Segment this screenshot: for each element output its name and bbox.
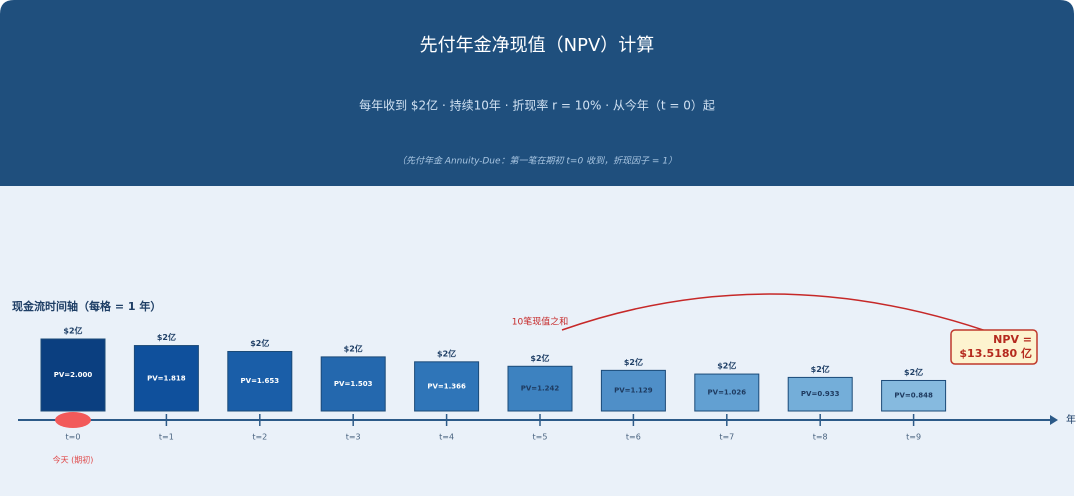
npv-value: $13.5180 亿 [959, 346, 1032, 360]
pv-label: PV=1.818 [147, 374, 186, 382]
title: 先付年金净现值（NPV）计算 [420, 35, 655, 56]
pv-label: PV=1.653 [241, 377, 280, 385]
cashflow-label: $2亿 [437, 348, 456, 358]
x-tick-label: t=2 [252, 433, 267, 442]
x-tick-label: t=5 [533, 433, 548, 442]
pv-label: PV=0.933 [801, 390, 840, 398]
cashflow-label: $2亿 [904, 367, 923, 377]
x-tick-label: t=8 [813, 433, 828, 442]
pv-bar [40, 338, 106, 412]
pv-bar [507, 365, 573, 412]
pv-label: PV=1.026 [708, 389, 747, 397]
note: （先付年金 Annuity-Due：第一笔在期初 t=0 收到，折现因子 = 1… [397, 156, 677, 167]
cashflow-label: $2亿 [63, 326, 82, 336]
cashflow-label: $2亿 [624, 357, 643, 367]
pv-bar [600, 369, 666, 412]
today-marker [55, 412, 91, 428]
pv-bar [414, 361, 480, 412]
pv-label: PV=1.242 [521, 385, 560, 393]
pv-label: PV=1.129 [614, 387, 653, 395]
pv-label: PV=1.366 [427, 382, 466, 390]
npv-box [950, 329, 1038, 365]
subtitle: 每年收到 $2亿 · 持续10年 · 折现率 r = 10% · 从今年（t =… [359, 98, 715, 113]
header [0, 0, 1074, 186]
axis-title: 现金流时间轴（每格 = 1 年） [12, 299, 161, 313]
x-tick-label: t=9 [906, 433, 921, 442]
cashflow-label: $2亿 [344, 343, 363, 353]
axis-end-label: 年 [1066, 413, 1076, 426]
cashflow-label: $2亿 [250, 338, 269, 348]
cashflow-label: $2亿 [157, 332, 176, 342]
x-tick-label: t=3 [346, 433, 361, 442]
sum-arrow [561, 293, 1033, 349]
npv-label: NPV = [993, 333, 1032, 346]
today-label: 今天 (期初) [53, 455, 94, 465]
pv-bar [133, 345, 199, 412]
cashflow-label: $2亿 [717, 361, 736, 371]
pv-bar [320, 356, 386, 412]
cashflow-label: $2亿 [530, 353, 549, 363]
pv-bar [227, 350, 293, 412]
axis-arrow [1050, 415, 1058, 425]
sum-annotation: 10笔现值之和 [512, 316, 568, 328]
pv-bar [694, 373, 760, 412]
x-tick-label: t=7 [719, 433, 734, 442]
pv-bar [881, 379, 947, 412]
pv-label: PV=0.848 [894, 392, 933, 400]
x-tick-label: t=6 [626, 433, 641, 442]
pv-label: PV=2.000 [54, 371, 93, 379]
pv-label: PV=1.503 [334, 380, 373, 388]
cashflow-label: $2亿 [811, 364, 830, 374]
x-tick-label: t=1 [159, 433, 174, 442]
pv-bar [787, 376, 853, 412]
x-tick-label: t=4 [439, 433, 454, 442]
x-tick-label: t=0 [66, 433, 81, 442]
